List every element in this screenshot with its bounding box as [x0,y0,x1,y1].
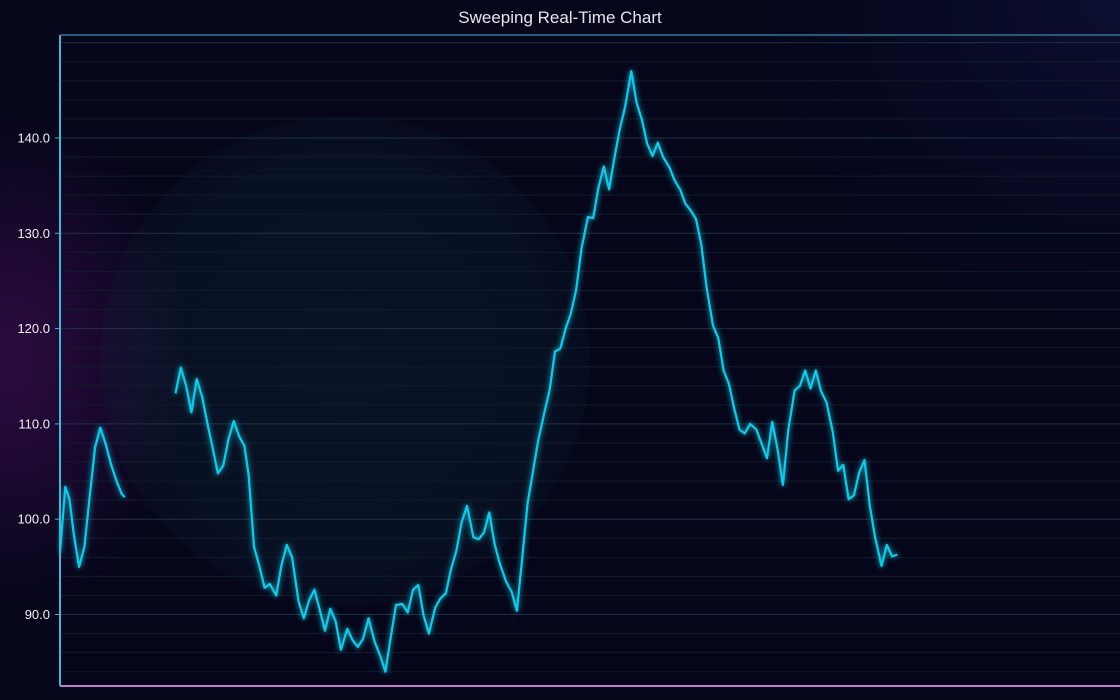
axes [59,34,1120,687]
y-tick-label: 120.0 [17,321,50,336]
y-tick-label: 100.0 [17,512,50,527]
y-axis-ticks: 90.0 100.0 110.0 120.0 130.0 140.0 [17,130,60,622]
background-globe [100,115,590,605]
y-tick-label: 140.0 [17,130,50,145]
y-tick-label: 110.0 [18,416,50,431]
y-tick-label: 130.0 [17,226,50,241]
y-tick-label: 90.0 [25,607,50,622]
series-layer [58,70,898,673]
series-line-segment-2 [174,70,898,673]
chart-title: Sweeping Real-Time Chart [458,8,662,27]
series-line-segment-1 [58,426,126,568]
grid-lines [60,42,1120,673]
